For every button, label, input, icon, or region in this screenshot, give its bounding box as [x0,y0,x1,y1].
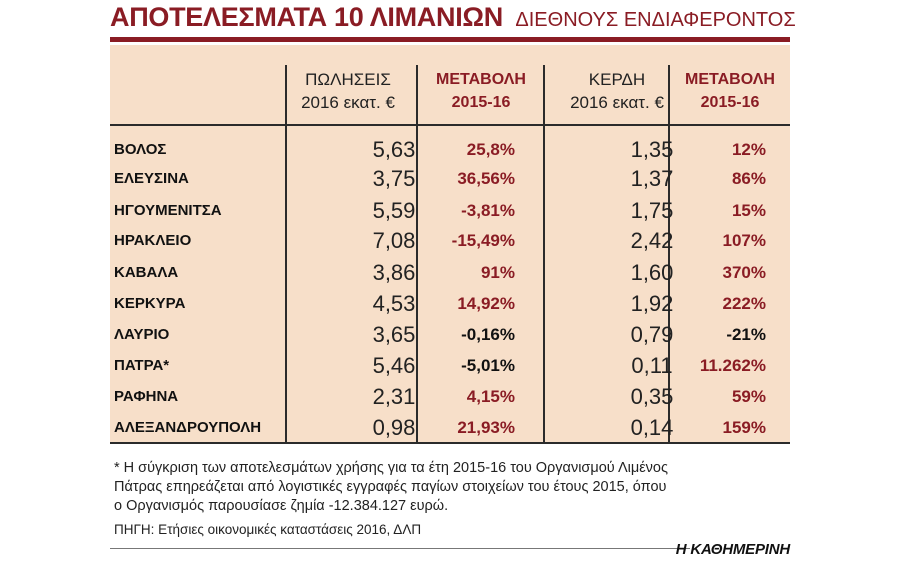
profit-value: 1,92 [630,291,674,316]
table-row: ΚΑΒΑΛΑ 3,86 91% 1,60 370% [110,258,790,287]
port-name: ΛΑΥΡΙΟ [114,326,170,343]
table-row: ΗΓΟΥΜΕΝΙΤΣΑ 5,59 -3,81% 1,75 15% [110,196,790,225]
sales-value: 7,08 [372,228,416,253]
sales-header-line1: ΠΩΛΗΣΕΙΣ [305,70,391,89]
port-name: ΚΕΡΚΥΡΑ [114,295,186,312]
sales-value: 3,86 [372,260,416,285]
profit-value: 1,60 [630,260,674,285]
column-divider [543,65,545,443]
column-divider [285,65,287,443]
profit-change-value: 59% [731,387,766,406]
profit-change-header-line1: ΜΕΤΑΒΟΛΗ [685,71,775,88]
infographic-title: ΑΠΟΤΕΛΕΣΜΑΤΑ 10 ΛΙΜΑΝΙΩΝ ΔΙΕΘΝΟΥΣ ΕΝΔΙΑΦ… [110,2,796,36]
profit-change-value: 370% [722,263,766,282]
table-row: ΒΟΛΟΣ 5,63 25,8% 1,35 12% [110,135,790,164]
title-main: ΑΠΟΤΕΛΕΣΜΑΤΑ 10 ΛΙΜΑΝΙΩΝ [110,2,503,32]
port-name: ΑΛΕΞΑΝΔΡΟΥΠΟΛΗ [114,419,262,436]
sales-change-value: 25,8% [466,140,515,159]
port-name: ΡΑΦΗΝΑ [114,388,179,405]
sales-change-header-line1: ΜΕΤΑΒΟΛΗ [436,71,526,88]
sales-header-line2: 2016 εκατ. € [301,93,395,112]
profit-change-value: 15% [731,201,766,220]
footnote-line: * Η σύγκριση των αποτελεσμάτων χρήσης γι… [114,460,668,476]
profit-value: 0,79 [630,322,674,347]
sales-change-value: 91% [480,263,515,282]
title-rule [110,37,790,42]
sales-value: 0,98 [372,415,416,440]
profit-column-header: ΚΕΡΔΗ 2016 εκατ. € [542,68,692,114]
profit-change-value: 86% [731,169,766,188]
port-name: ΕΛΕΥΣΙΝΑ [114,170,189,187]
profit-value: 0,14 [630,415,674,440]
footnote: * Η σύγκριση των αποτελεσμάτων χρήσης γι… [114,459,754,516]
footnote-line: Πάτρας επηρεάζεται από λογιστικές εγγραφ… [114,479,667,495]
port-name: ΗΡΑΚΛΕΙΟ [114,232,192,249]
brand-rule [110,548,690,549]
port-name: ΚΑΒΑΛΑ [114,264,179,281]
profit-value: 0,11 [631,353,673,378]
profit-change-value: 222% [722,294,766,313]
sales-change-value: -3,81% [461,201,515,220]
profit-change-header-line2: 2015-16 [700,94,760,111]
profit-value: 1,35 [630,137,674,162]
profit-value: 1,37 [630,166,674,191]
sales-change-header-line2: 2015-16 [451,94,511,111]
port-name: ΒΟΛΟΣ [114,141,167,158]
profit-change-column-header: ΜΕΤΑΒΟΛΗ 2015-16 [655,68,805,114]
sales-value: 3,65 [372,322,416,347]
source-note: ΠΗΓΗ: Ετήσιες οικονομικές καταστάσεις 20… [114,522,422,537]
table-panel [110,45,790,444]
profit-change-value: 11.262% [699,356,766,375]
profit-header-line2: 2016 εκατ. € [570,93,664,112]
sales-change-column-header: ΜΕΤΑΒΟΛΗ 2015-16 [406,68,556,114]
sales-value: 4,53 [372,291,416,316]
table-row: ΗΡΑΚΛΕΙΟ 7,08 -15,49% 2,42 107% [110,226,790,255]
profit-value: 0,35 [630,384,674,409]
table-row: ΛΑΥΡΙΟ 3,65 -0,16% 0,79 -21% [110,320,790,349]
table-row: ΠΑΤΡΑ* 5,46 -5,01% 0,11 11.262% [110,351,790,380]
sales-value: 5,63 [372,137,416,162]
profit-change-value: 12% [731,140,766,159]
column-divider [668,65,670,443]
sales-change-value: 14,92% [457,294,515,313]
column-divider [416,65,418,443]
port-name: ΠΑΤΡΑ* [114,357,170,374]
title-subtitle: ΔΙΕΘΝΟΥΣ ΕΝΔΙΑΦΕΡΟΝΤΟΣ [515,9,796,31]
port-name: ΗΓΟΥΜΕΝΙΤΣΑ [114,202,222,219]
footnote-line: ο Οργανισμός παρουσίασε ζημία -12.384.12… [114,498,449,514]
profit-change-value: 107% [722,231,766,250]
sales-change-value: -0,16% [461,325,515,344]
table-row: ΑΛΕΞΑΝΔΡΟΥΠΟΛΗ 0,98 21,93% 0,14 159% [110,413,790,442]
profit-header-line1: ΚΕΡΔΗ [588,70,646,89]
sales-value: 5,59 [372,198,416,223]
table-row: ΚΕΡΚΥΡΑ 4,53 14,92% 1,92 222% [110,289,790,318]
profit-value: 1,75 [630,198,674,223]
header-rule [110,124,790,126]
sales-value: 2,31 [372,384,416,409]
sales-change-value: -15,49% [451,231,515,250]
sales-value: 5,46 [372,353,416,378]
sales-change-value: 4,15% [466,387,515,406]
profit-change-value: -21% [726,325,766,344]
profit-change-value: 159% [722,418,766,437]
publisher-logo: Η ΚΑΘΗΜΕΡΙΝΗ [675,541,790,558]
sales-value: 3,75 [372,166,416,191]
sales-change-value: 21,93% [457,418,515,437]
table-row: ΡΑΦΗΝΑ 2,31 4,15% 0,35 59% [110,382,790,411]
sales-change-value: -5,01% [461,356,515,375]
sales-change-value: 36,56% [457,169,515,188]
table-row: ΕΛΕΥΣΙΝΑ 3,75 36,56% 1,37 86% [110,164,790,193]
profit-value: 2,42 [630,228,674,253]
sales-column-header: ΠΩΛΗΣΕΙΣ 2016 εκατ. € [273,68,423,114]
table-bottom-rule [110,442,790,444]
